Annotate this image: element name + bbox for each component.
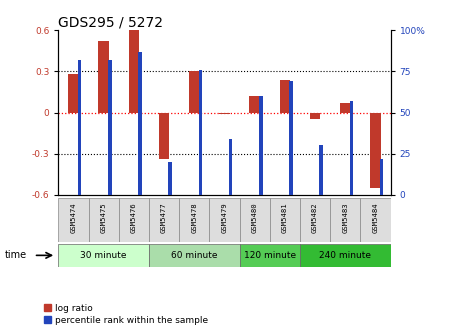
Text: GSM5480: GSM5480 bbox=[252, 203, 258, 233]
Bar bbox=[219, 113, 230, 114]
Text: GSM5484: GSM5484 bbox=[373, 203, 379, 233]
Text: time: time bbox=[4, 250, 26, 260]
Text: GDS295 / 5272: GDS295 / 5272 bbox=[58, 15, 163, 29]
Bar bbox=[168, 162, 172, 195]
Text: GSM5476: GSM5476 bbox=[131, 203, 137, 233]
Bar bbox=[209, 198, 240, 242]
Bar bbox=[380, 159, 383, 195]
Bar bbox=[370, 113, 381, 188]
Bar bbox=[270, 198, 300, 242]
Bar bbox=[229, 139, 232, 195]
Text: GSM5477: GSM5477 bbox=[161, 203, 167, 233]
Text: GSM5481: GSM5481 bbox=[282, 203, 288, 233]
Bar bbox=[159, 113, 169, 159]
Bar bbox=[68, 74, 79, 113]
Bar bbox=[310, 113, 321, 119]
Bar bbox=[361, 198, 391, 242]
Text: GSM5482: GSM5482 bbox=[312, 203, 318, 233]
Text: GSM5475: GSM5475 bbox=[101, 203, 107, 233]
Bar bbox=[128, 28, 139, 113]
Bar bbox=[240, 244, 300, 267]
Bar bbox=[289, 81, 293, 195]
Bar bbox=[149, 244, 240, 267]
Legend: log ratio, percentile rank within the sample: log ratio, percentile rank within the sa… bbox=[40, 300, 211, 328]
Text: GSM5474: GSM5474 bbox=[70, 203, 76, 233]
Bar bbox=[98, 41, 109, 113]
Bar bbox=[58, 198, 88, 242]
Bar bbox=[319, 145, 323, 195]
Bar bbox=[119, 198, 149, 242]
Bar bbox=[149, 198, 179, 242]
Bar bbox=[88, 198, 119, 242]
Bar bbox=[138, 52, 142, 195]
Bar bbox=[350, 101, 353, 195]
Bar bbox=[250, 96, 260, 113]
Text: 120 minute: 120 minute bbox=[244, 251, 296, 260]
Bar bbox=[340, 103, 351, 113]
Bar bbox=[300, 244, 391, 267]
Bar bbox=[300, 198, 330, 242]
Text: 240 minute: 240 minute bbox=[319, 251, 371, 260]
Bar bbox=[330, 198, 361, 242]
Bar bbox=[240, 198, 270, 242]
Bar bbox=[189, 72, 199, 113]
Text: 60 minute: 60 minute bbox=[171, 251, 218, 260]
Bar bbox=[179, 198, 209, 242]
Text: GSM5483: GSM5483 bbox=[342, 203, 348, 233]
Bar bbox=[108, 60, 111, 195]
Text: 30 minute: 30 minute bbox=[80, 251, 127, 260]
Bar bbox=[58, 244, 149, 267]
Text: GSM5478: GSM5478 bbox=[191, 203, 197, 233]
Bar bbox=[198, 70, 202, 195]
Bar bbox=[259, 96, 263, 195]
Bar bbox=[280, 80, 290, 113]
Bar bbox=[78, 60, 81, 195]
Text: GSM5479: GSM5479 bbox=[221, 203, 228, 233]
